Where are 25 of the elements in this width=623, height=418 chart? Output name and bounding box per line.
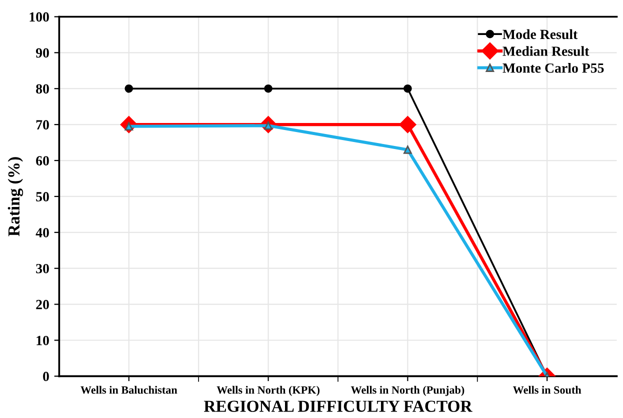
point	[264, 84, 272, 93]
y-tick-label: 40	[36, 228, 49, 238]
x-tick-label: Wells in North (KPK)	[216, 386, 320, 396]
y-tick-label: 30	[36, 264, 49, 274]
y-tick-label: 10	[36, 336, 49, 346]
y-tick-label: 50	[36, 192, 49, 202]
point	[124, 84, 134, 93]
y-tick-label: 100	[30, 12, 49, 22]
x-tick-label: Wells in Baluchistan	[80, 386, 178, 394]
point	[404, 84, 412, 93]
y-tick-label: 70	[36, 120, 49, 130]
x-tick-label: Wells in North (Punjab)	[350, 386, 464, 396]
legend-label: Median Result	[502, 46, 590, 56]
legend-label: Monte Carlo P55	[502, 63, 604, 73]
y-axis-title: Rating (%)	[8, 157, 24, 236]
point	[404, 146, 412, 154]
y-tick-label: 80	[36, 84, 49, 94]
point	[399, 116, 416, 134]
x-tick-label: Wells in South	[512, 386, 582, 394]
x-axis-title: REGIONAL DIFFICULTY FACTOR	[204, 400, 472, 412]
y-tick-label: 0	[43, 372, 49, 382]
y-tick-label: 90	[36, 48, 49, 58]
y-tick-label: 20	[36, 300, 49, 310]
y-tick-label: 60	[36, 156, 49, 166]
legend-label: Mode Result	[502, 29, 578, 40]
